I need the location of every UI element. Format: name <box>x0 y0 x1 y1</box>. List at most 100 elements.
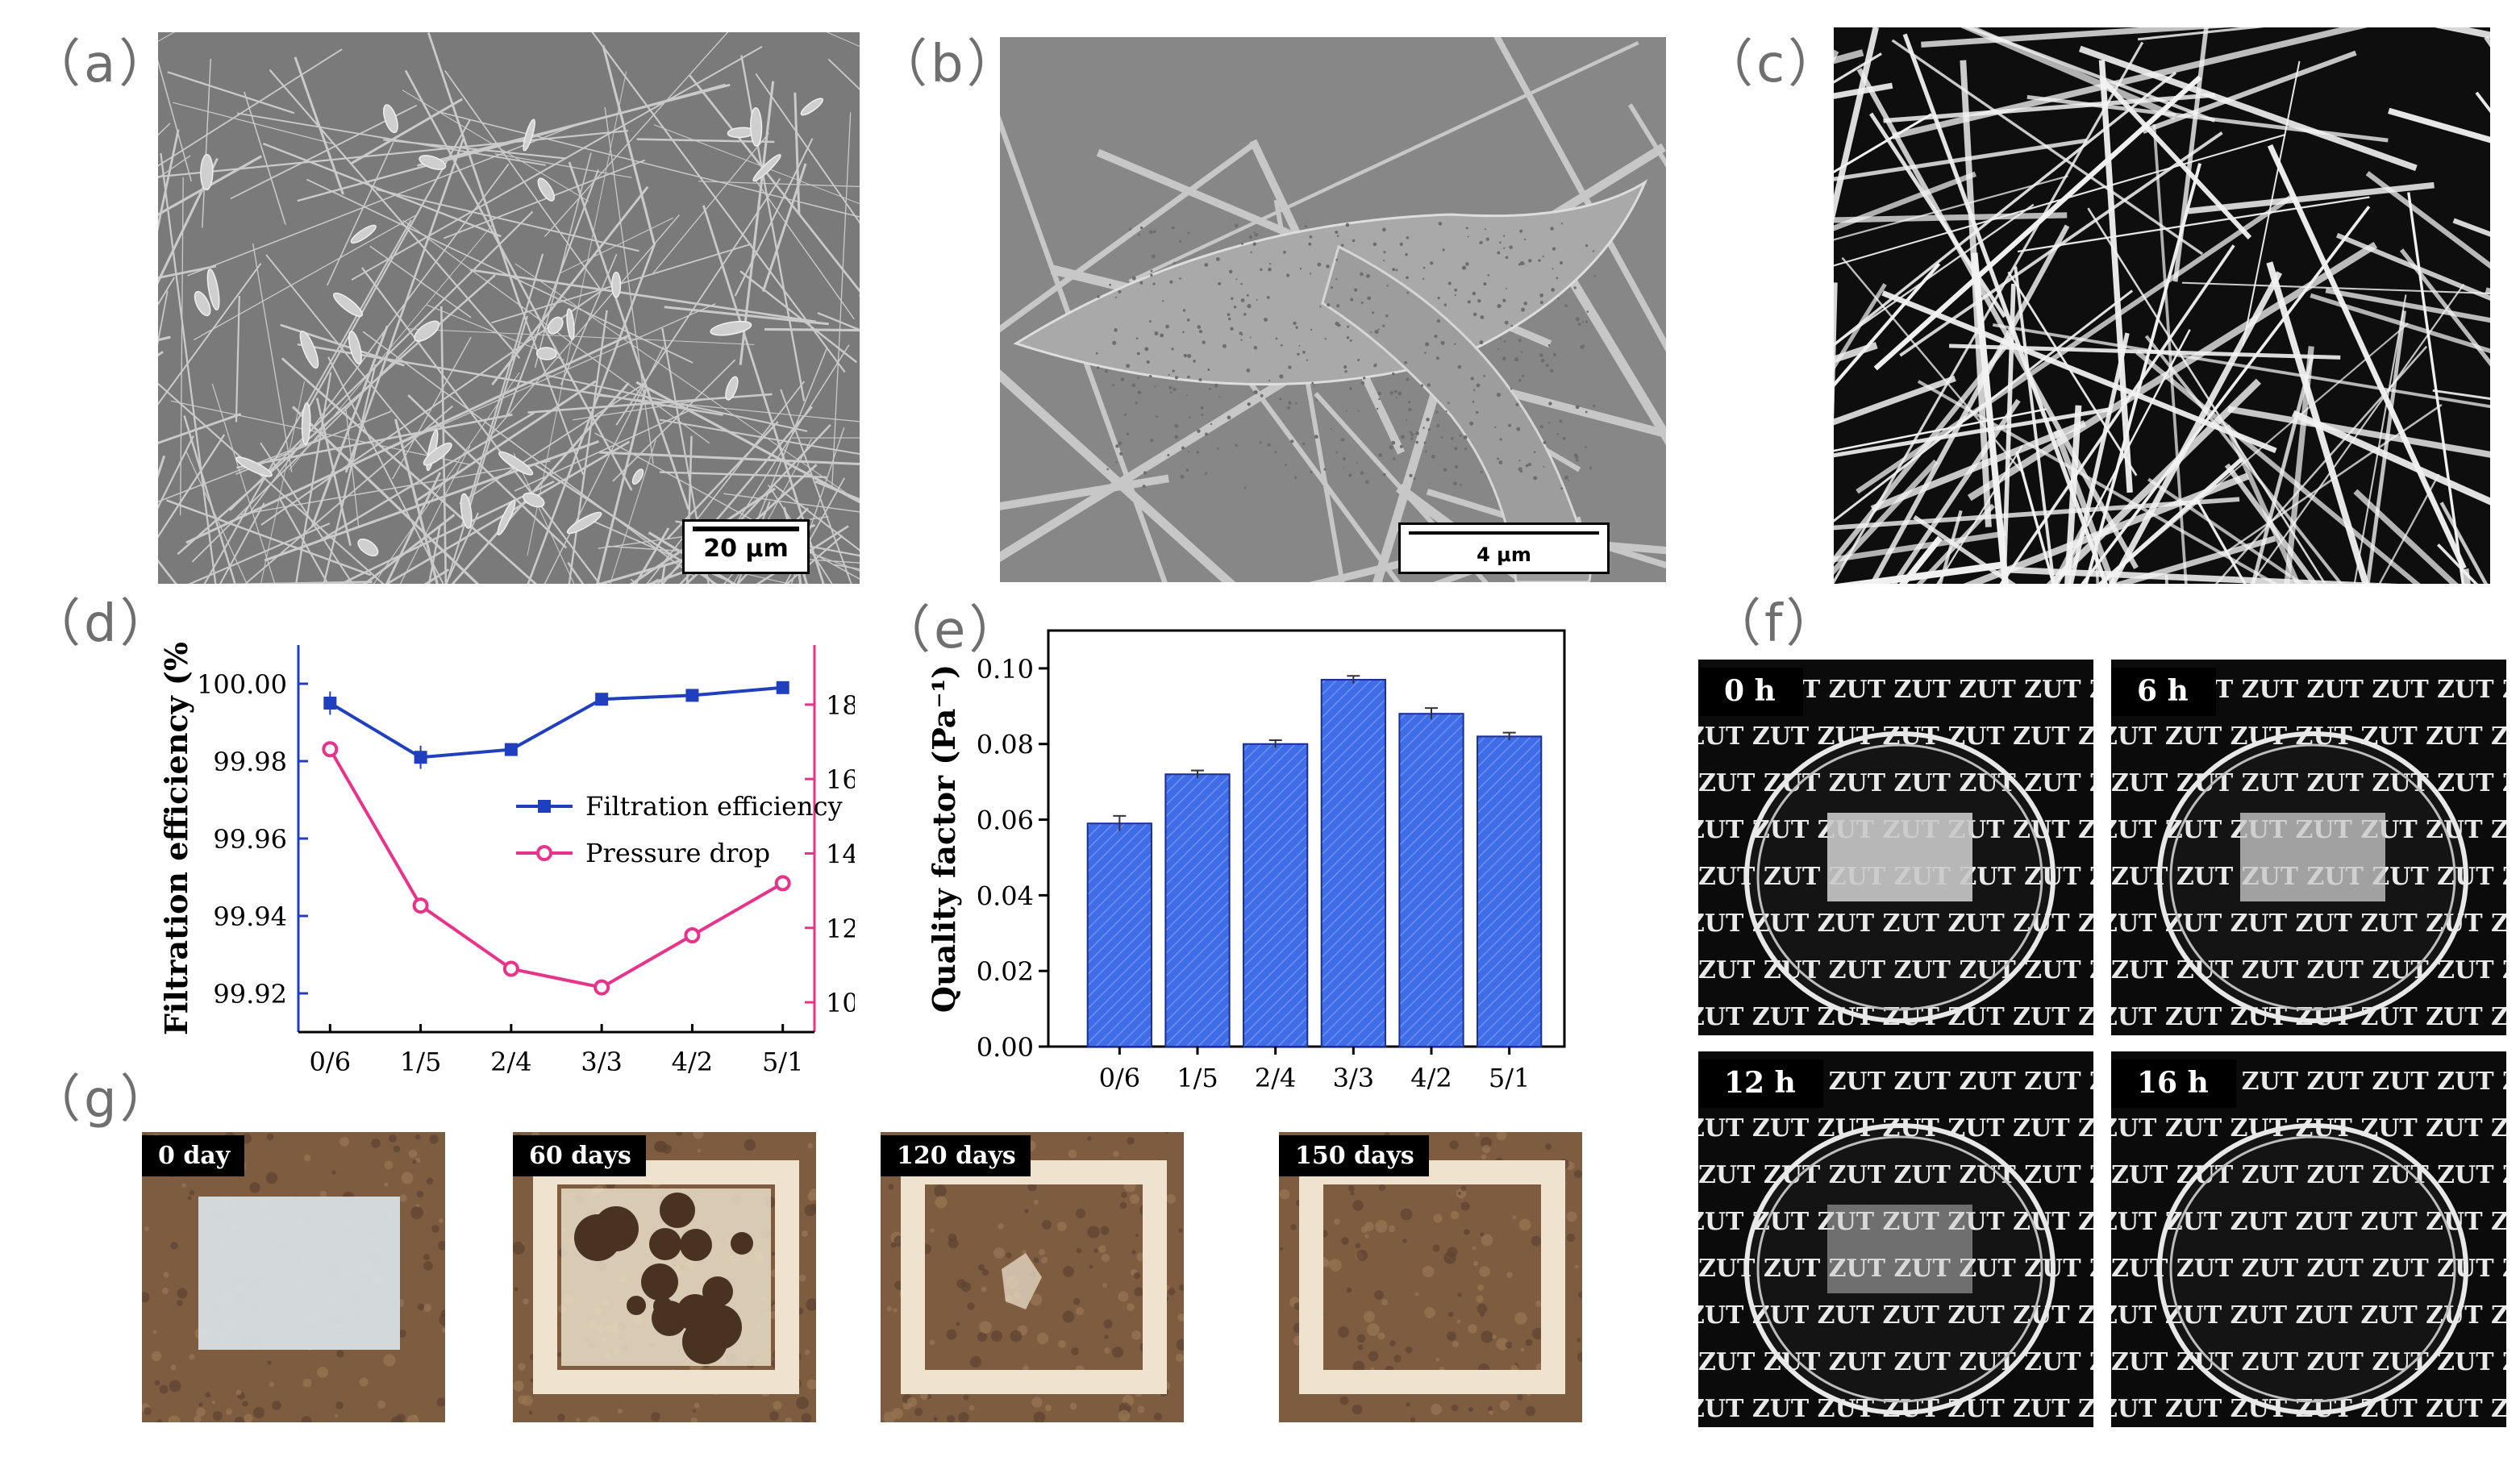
soil-clump <box>523 1298 529 1305</box>
tick-label-bottom: 5/1 <box>762 1047 804 1077</box>
soil-clump <box>807 1143 814 1149</box>
soil-clump <box>654 1141 665 1152</box>
data-point-pressure <box>684 927 701 943</box>
soil-clump <box>769 1411 779 1421</box>
soil-clump <box>956 1279 966 1288</box>
soil-clump <box>1024 1209 1029 1213</box>
soil-clump <box>1118 1291 1129 1302</box>
tick-label-right: 160 <box>826 764 855 795</box>
soil-clump <box>514 1287 519 1292</box>
soil-clump <box>1457 1191 1462 1196</box>
legend-marker <box>536 845 552 861</box>
soil-clump <box>806 1298 816 1311</box>
soil-clump <box>269 1381 275 1388</box>
day-label: 60 days <box>513 1135 646 1176</box>
soil-clump <box>249 1182 260 1193</box>
soil-clump <box>1464 1229 1470 1235</box>
soil-clump <box>181 1183 186 1188</box>
tick-label-left: 0.00 <box>977 1032 1034 1063</box>
soil-clump <box>1414 1292 1419 1297</box>
soil-clump <box>694 1402 700 1409</box>
tick-label-bottom: 0/6 <box>310 1047 352 1077</box>
soil-clump <box>1352 1360 1365 1373</box>
tick-label-bottom: 0/6 <box>1099 1063 1141 1093</box>
soil-clump <box>439 1313 445 1326</box>
background-text-row: ZUT ZUT ZUT ZUT ZUT ZUT ZUT ZUT ZUT <box>1698 1348 2093 1376</box>
soil-clump <box>801 1413 812 1422</box>
soil-clump <box>1154 1413 1162 1421</box>
tick-label-right: 180 <box>826 690 855 721</box>
soil-clump <box>1103 1319 1113 1329</box>
bar <box>1243 743 1309 1048</box>
soil-clump <box>1042 1220 1052 1230</box>
dissolution-photo: ZUT ZUT ZUT ZUT ZUT ZUT ZUT ZUT ZUT ZUT Z… <box>2111 660 2506 1035</box>
membrane-sample <box>1827 1205 1972 1293</box>
soil-clump <box>1104 1347 1110 1354</box>
soil-clump <box>253 1407 264 1418</box>
bar <box>1086 822 1152 1047</box>
soil-clump <box>1525 1405 1536 1417</box>
soil-clump <box>1030 1293 1043 1306</box>
soil-clump <box>1352 1200 1364 1211</box>
soil-clump <box>935 1196 948 1209</box>
data-point-efficiency <box>414 751 427 764</box>
soil-clump <box>1479 1266 1490 1277</box>
membrane-fragment <box>1002 1253 1042 1309</box>
soil-clump <box>168 1415 181 1422</box>
background-text-row: ZUT ZUT ZUT ZUT ZUT ZUT ZUT ZUT ZUT <box>2111 769 2506 797</box>
soil-clump <box>1496 1132 1507 1141</box>
soil-clump <box>1433 1213 1443 1223</box>
soil-clump <box>930 1228 935 1233</box>
soil-clump <box>267 1360 272 1365</box>
data-point-efficiency <box>685 689 699 702</box>
soil-clump <box>1431 1404 1442 1415</box>
soil-clump <box>785 1417 793 1422</box>
petri-dish-inner <box>2169 1135 2456 1403</box>
soil-clump <box>1039 1249 1045 1255</box>
membrane-hole <box>680 1229 712 1261</box>
day-label: 120 days <box>881 1135 1031 1176</box>
soil-clump <box>423 1261 433 1271</box>
time-label: 16 h <box>2111 1059 2236 1108</box>
soil-clump <box>1329 1259 1342 1272</box>
soil-clump <box>1131 1330 1141 1340</box>
soil-clump <box>1357 1344 1364 1351</box>
soil-clump <box>1341 1237 1349 1245</box>
soil-clump <box>1374 1290 1384 1300</box>
soil-clump <box>528 1410 533 1415</box>
chart-filtration-pressure: 99.92 99.94 99.96 99.98 100.00 100 120 140 160 18… <box>158 642 855 1077</box>
soil-clump <box>934 1184 947 1197</box>
soil-clump <box>969 1355 982 1368</box>
soil-clump <box>991 1330 1002 1342</box>
soil-clump <box>1279 1188 1290 1200</box>
tick-label-left: 99.92 <box>213 979 287 1009</box>
soil-clump <box>1450 1210 1460 1220</box>
soil-clump <box>1410 1417 1416 1422</box>
background-text-row: ZUT ZUT ZUT ZUT ZUT ZUT ZUT ZUT ZUT <box>1698 1003 2093 1031</box>
soil-clump <box>1027 1182 1037 1192</box>
soil-clump <box>1499 1400 1510 1411</box>
soil-clump <box>423 1254 430 1260</box>
soil-clump <box>914 1407 923 1417</box>
soil-clump <box>1393 1355 1402 1363</box>
soil-clump <box>1481 1144 1491 1154</box>
soil-clump <box>675 1132 683 1137</box>
tick-label-left: 100.00 <box>197 669 287 700</box>
soil-clump <box>189 1354 195 1360</box>
soil-clump <box>1566 1211 1577 1222</box>
soil-clump <box>152 1330 157 1334</box>
soil-clump <box>1112 1347 1123 1358</box>
soil-clump <box>1505 1341 1513 1349</box>
soil-clump <box>390 1416 403 1422</box>
legend-marker <box>538 800 551 813</box>
membrane-hole <box>594 1206 639 1251</box>
soil-clump <box>697 1148 702 1153</box>
soil-clump <box>1566 1233 1576 1243</box>
soil-clump <box>417 1303 425 1311</box>
tick-label-left: 0.02 <box>977 956 1034 987</box>
background-text-row: ZUT ZUT ZUT ZUT ZUT ZUT ZUT ZUT ZUT <box>2111 1255 2506 1283</box>
soil-clump <box>144 1407 152 1415</box>
soil-clump <box>651 1412 660 1422</box>
soil-clump <box>1034 1200 1039 1205</box>
soil-clump <box>177 1300 183 1306</box>
